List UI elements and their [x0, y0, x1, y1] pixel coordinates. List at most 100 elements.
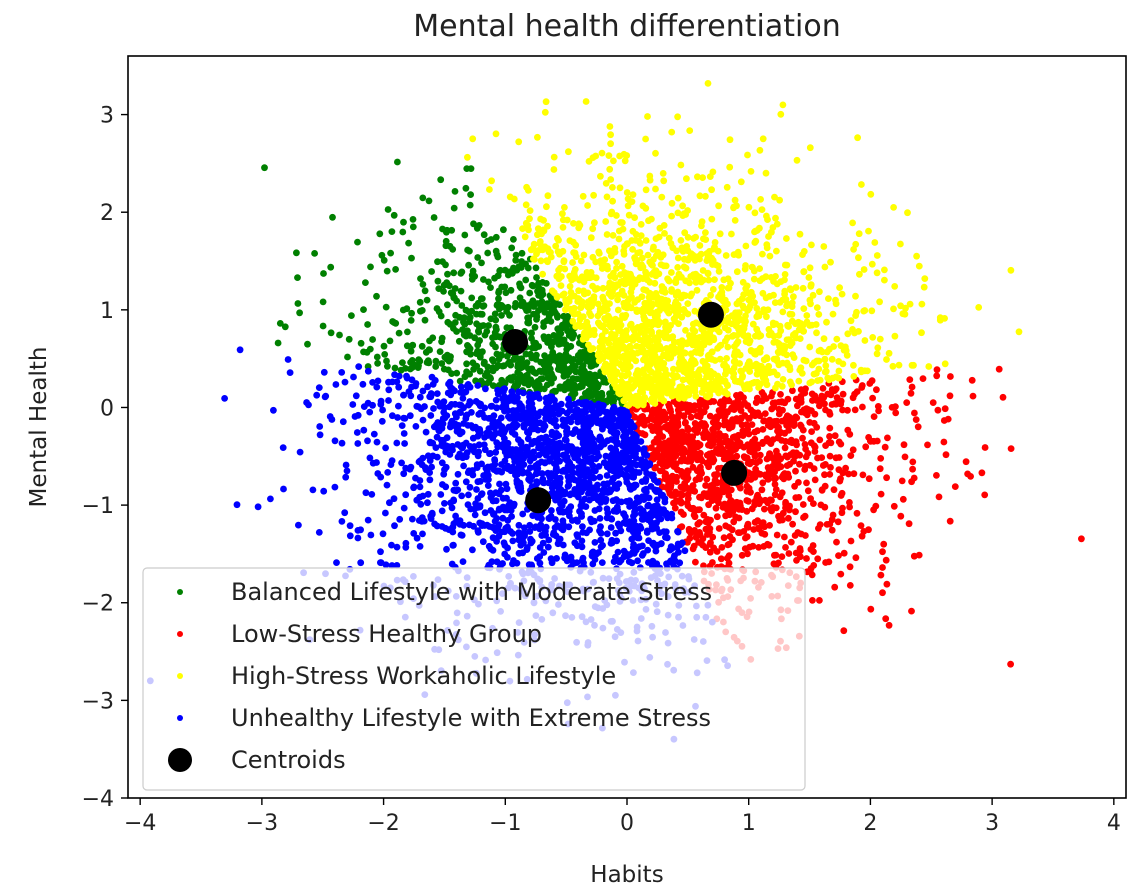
- data-point: [796, 230, 804, 238]
- data-point: [696, 192, 704, 200]
- data-point: [672, 312, 680, 320]
- data-point: [629, 227, 637, 235]
- data-point: [539, 303, 546, 311]
- data-point: [847, 452, 855, 459]
- data-point: [460, 462, 467, 470]
- data-point: [946, 517, 954, 525]
- data-point: [625, 412, 632, 420]
- data-point: [477, 322, 485, 330]
- data-point: [768, 392, 775, 400]
- data-point: [797, 422, 805, 430]
- data-point: [320, 368, 328, 376]
- data-point: [379, 530, 387, 538]
- data-point: [934, 406, 942, 414]
- data-point: [799, 434, 806, 442]
- data-point: [560, 372, 568, 380]
- data-point: [767, 505, 774, 513]
- data-point: [708, 215, 716, 223]
- data-point: [649, 557, 657, 565]
- data-point: [897, 240, 904, 248]
- data-point: [704, 519, 712, 527]
- data-point: [585, 341, 592, 349]
- data-point: [879, 589, 886, 597]
- data-point: [662, 298, 670, 306]
- data-point: [267, 495, 274, 503]
- data-point: [416, 543, 424, 550]
- data-point: [471, 334, 478, 342]
- data-point: [510, 195, 518, 203]
- data-point: [631, 254, 638, 262]
- data-point: [626, 363, 634, 370]
- data-point: [367, 263, 374, 271]
- data-point: [674, 528, 682, 536]
- data-point: [807, 283, 815, 290]
- data-point: [706, 548, 714, 556]
- data-point: [800, 268, 808, 275]
- data-point: [601, 336, 609, 344]
- data-point: [728, 332, 736, 340]
- data-point: [733, 340, 740, 348]
- data-point: [813, 357, 821, 365]
- data-point: [515, 138, 523, 146]
- data-point: [728, 230, 735, 238]
- data-point: [492, 323, 500, 331]
- data-point: [354, 238, 361, 246]
- data-point: [846, 430, 854, 438]
- data-point: [613, 212, 620, 219]
- data-point: [713, 548, 721, 555]
- data-point: [451, 319, 459, 326]
- data-point: [755, 333, 763, 340]
- data-point: [545, 361, 552, 368]
- data-point: [858, 181, 865, 188]
- data-point: [360, 306, 367, 313]
- data-point: [975, 304, 983, 311]
- data-point: [706, 453, 714, 460]
- data-point: [727, 486, 735, 494]
- data-point: [788, 317, 796, 325]
- data-point: [781, 261, 789, 269]
- data-point: [981, 491, 989, 499]
- data-point: [660, 397, 668, 405]
- data-point: [522, 201, 530, 209]
- data-point: [320, 270, 327, 277]
- data-point: [844, 330, 852, 338]
- data-point: [470, 365, 477, 373]
- data-point: [891, 283, 899, 290]
- data-point: [696, 519, 703, 526]
- data-point: [559, 224, 567, 231]
- data-point: [373, 438, 381, 446]
- data-point: [597, 529, 605, 537]
- data-point: [903, 399, 911, 406]
- data-point: [559, 247, 567, 255]
- data-point: [559, 210, 566, 218]
- data-point: [722, 512, 729, 520]
- data-point: [728, 422, 736, 429]
- data-point: [473, 224, 481, 232]
- data-point: [606, 123, 614, 130]
- data-point: [650, 243, 657, 251]
- data-point: [656, 342, 664, 350]
- data-point: [826, 424, 834, 432]
- data-point: [726, 163, 734, 171]
- data-point: [588, 383, 596, 391]
- data-point: [609, 232, 617, 239]
- data-point: [574, 352, 582, 359]
- data-point: [435, 308, 443, 316]
- data-point: [600, 459, 608, 467]
- data-point: [807, 546, 815, 553]
- data-point: [776, 493, 784, 501]
- data-point: [562, 306, 569, 314]
- data-point: [792, 284, 800, 291]
- data-point: [626, 342, 634, 350]
- data-point: [634, 367, 642, 374]
- data-point: [610, 157, 617, 165]
- data-point: [867, 190, 875, 198]
- data-point: [826, 433, 833, 440]
- data-point: [661, 230, 668, 237]
- data-point: [631, 298, 639, 306]
- data-point: [758, 206, 766, 214]
- data-point: [771, 299, 779, 306]
- data-point: [758, 389, 766, 396]
- data-point: [457, 287, 465, 295]
- data-point: [722, 397, 730, 405]
